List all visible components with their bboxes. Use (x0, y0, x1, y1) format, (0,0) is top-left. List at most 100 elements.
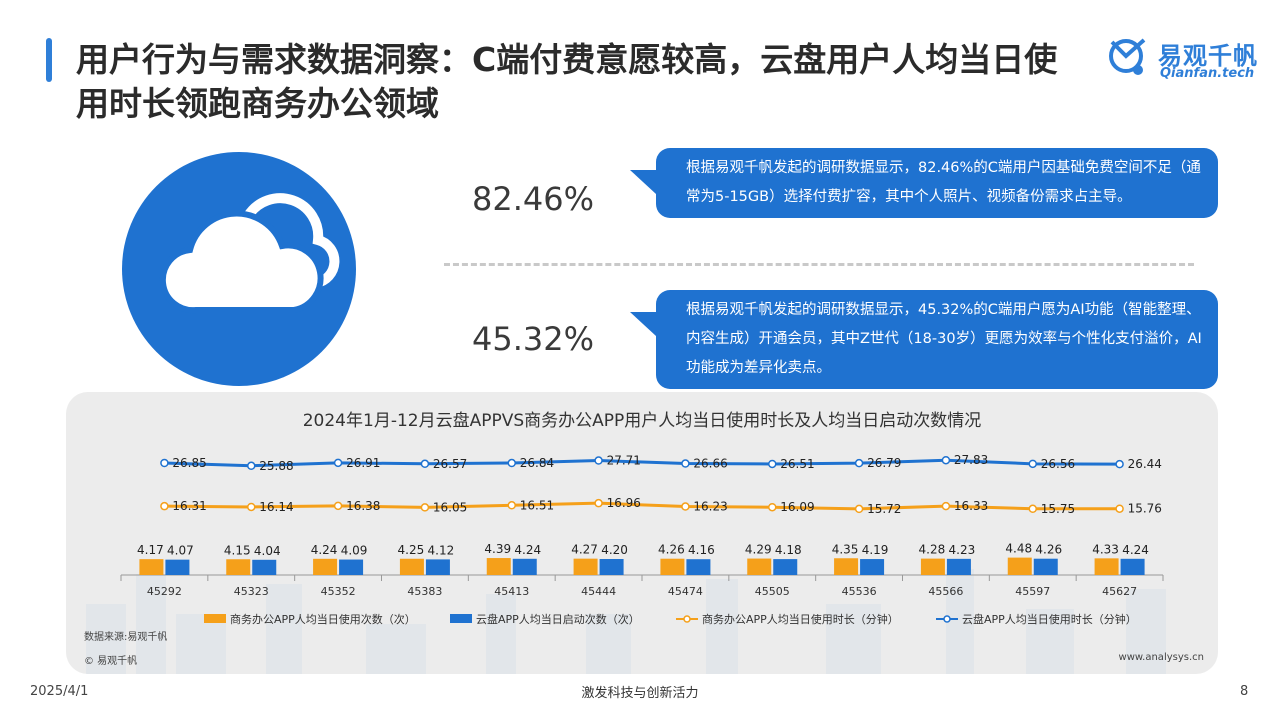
logo-icon (1109, 38, 1146, 75)
bar-data-label: 4.19 (862, 543, 889, 557)
line-data-label: 27.71 (607, 454, 641, 468)
line-data-label: 26.51 (780, 457, 814, 471)
bar-data-label: 4.24 (311, 543, 338, 557)
line-point (854, 504, 864, 514)
bar (834, 558, 859, 575)
bar-data-label: 4.09 (341, 544, 368, 558)
bar-data-label: 4.04 (254, 544, 281, 558)
bar (747, 558, 772, 575)
dashed-divider (444, 263, 1194, 266)
line-point (768, 502, 777, 512)
line-data-label: 16.38 (346, 499, 380, 513)
legend-label: 商务办公APP人均当日使用次数（次） (230, 612, 416, 626)
bar-data-label: 4.25 (398, 543, 425, 557)
bar (226, 559, 251, 575)
x-tick-label: 45627 (1102, 585, 1137, 598)
stat-value-2: 45.32% (472, 320, 595, 358)
line-data-label: 26.56 (1041, 457, 1075, 471)
bar-data-label: 4.29 (745, 543, 772, 557)
legend-label: 云盘APP人均当日启动次数（次） (476, 612, 640, 626)
bar (1094, 558, 1119, 575)
x-tick-label: 45444 (581, 585, 616, 598)
legend-marker (683, 615, 691, 623)
bar (573, 558, 598, 575)
copyright: © 易观千帆 (84, 656, 138, 667)
footer-slogan: 激发科技与创新活力 (581, 686, 699, 701)
series-line (164, 501, 1120, 511)
line-data-label: 16.09 (780, 500, 814, 514)
bar (686, 559, 711, 575)
combo-chart: 45292 45323 45352 45383 45413 45444 45474 45505… (120, 453, 1164, 626)
cloud-circle (122, 152, 356, 386)
line-point (594, 456, 603, 465)
line-point (681, 502, 690, 511)
bar (660, 558, 685, 575)
bar (339, 559, 364, 575)
data-source: 数据来源:易观千帆 (84, 632, 168, 643)
line-point (1115, 504, 1124, 513)
bar (252, 559, 277, 575)
line-point (1115, 459, 1124, 469)
bar (1033, 558, 1058, 575)
bar-data-label: 4.48 (1005, 542, 1032, 556)
bar (512, 558, 537, 575)
line-data-label: 15.75 (1041, 502, 1075, 516)
line-point (333, 458, 343, 468)
line-data-label: 16.05 (433, 500, 467, 514)
bar (486, 558, 511, 575)
line-point (247, 461, 256, 471)
logo-domain: Qianfan.tech (1160, 66, 1255, 81)
chart-panel: 2024年1月-12月云盘APPVS商务办公APP用户人均当日使用时长及人均当日… (66, 392, 1218, 674)
bar-data-label: 4.26 (658, 543, 685, 557)
line-point (507, 458, 516, 468)
bar-data-label: 4.16 (688, 543, 715, 557)
line-data-label: 26.44 (1128, 457, 1162, 471)
line-data-label: 15.72 (867, 502, 901, 516)
line-data-label: 26.84 (520, 456, 554, 470)
bar (946, 558, 971, 575)
bar-data-label: 4.39 (484, 542, 511, 556)
line-data-label: 16.23 (693, 500, 727, 514)
stat-value-1: 82.46% (472, 180, 595, 218)
legend-marker (943, 615, 951, 623)
line-data-label: 26.91 (346, 456, 380, 470)
brand-logo: 易观千帆 Qianfan.tech (1106, 32, 1276, 92)
line-point (160, 458, 169, 468)
line-point (160, 501, 169, 511)
bar-data-label: 4.35 (832, 542, 859, 556)
chart-title: 2024年1月-12月云盘APPVS商务办公APP用户人均当日使用时长及人均当日… (302, 411, 982, 431)
line-point (594, 498, 603, 508)
line-data-label: 15.76 (1128, 502, 1162, 516)
line-data-label: 26.85 (172, 456, 206, 470)
logo-name: 易观千帆 (1158, 42, 1258, 70)
bar-data-label: 4.23 (949, 543, 976, 557)
line-point (941, 501, 951, 511)
line-data-label: 26.66 (693, 457, 727, 471)
line-data-label: 27.83 (954, 453, 988, 467)
bar (920, 558, 945, 575)
website-url: www.analysys.cn (1118, 652, 1204, 663)
line-point (333, 501, 343, 511)
bar-data-label: 4.18 (775, 543, 802, 557)
bar-data-label: 4.12 (428, 543, 455, 557)
line-point (941, 455, 951, 465)
x-tick-label: 45413 (494, 585, 529, 598)
bar-data-label: 4.17 (137, 543, 164, 557)
line-point (1028, 504, 1037, 514)
line-data-label: 26.57 (433, 457, 467, 471)
bar-data-label: 4.15 (224, 543, 251, 557)
line-data-label: 16.14 (259, 500, 293, 514)
x-tick-label: 45536 (842, 585, 877, 598)
stat-callout-2: 根据易观千帆发起的调研数据显示，45.32%的C端用户愿为AI功能（智能整理、内… (630, 290, 1218, 389)
x-tick-label: 45292 (147, 585, 182, 598)
line-data-label: 16.31 (172, 499, 206, 513)
page-number: 8 (1240, 684, 1249, 699)
line-data-label: 26.79 (867, 456, 901, 470)
bar-data-label: 4.28 (919, 543, 946, 557)
bar (313, 558, 338, 575)
x-tick-label: 45597 (1015, 585, 1050, 598)
line-data-label: 16.51 (520, 498, 554, 512)
bar (1120, 558, 1145, 575)
footer-date: 2025/4/1 (30, 684, 89, 699)
line-point (420, 503, 430, 512)
